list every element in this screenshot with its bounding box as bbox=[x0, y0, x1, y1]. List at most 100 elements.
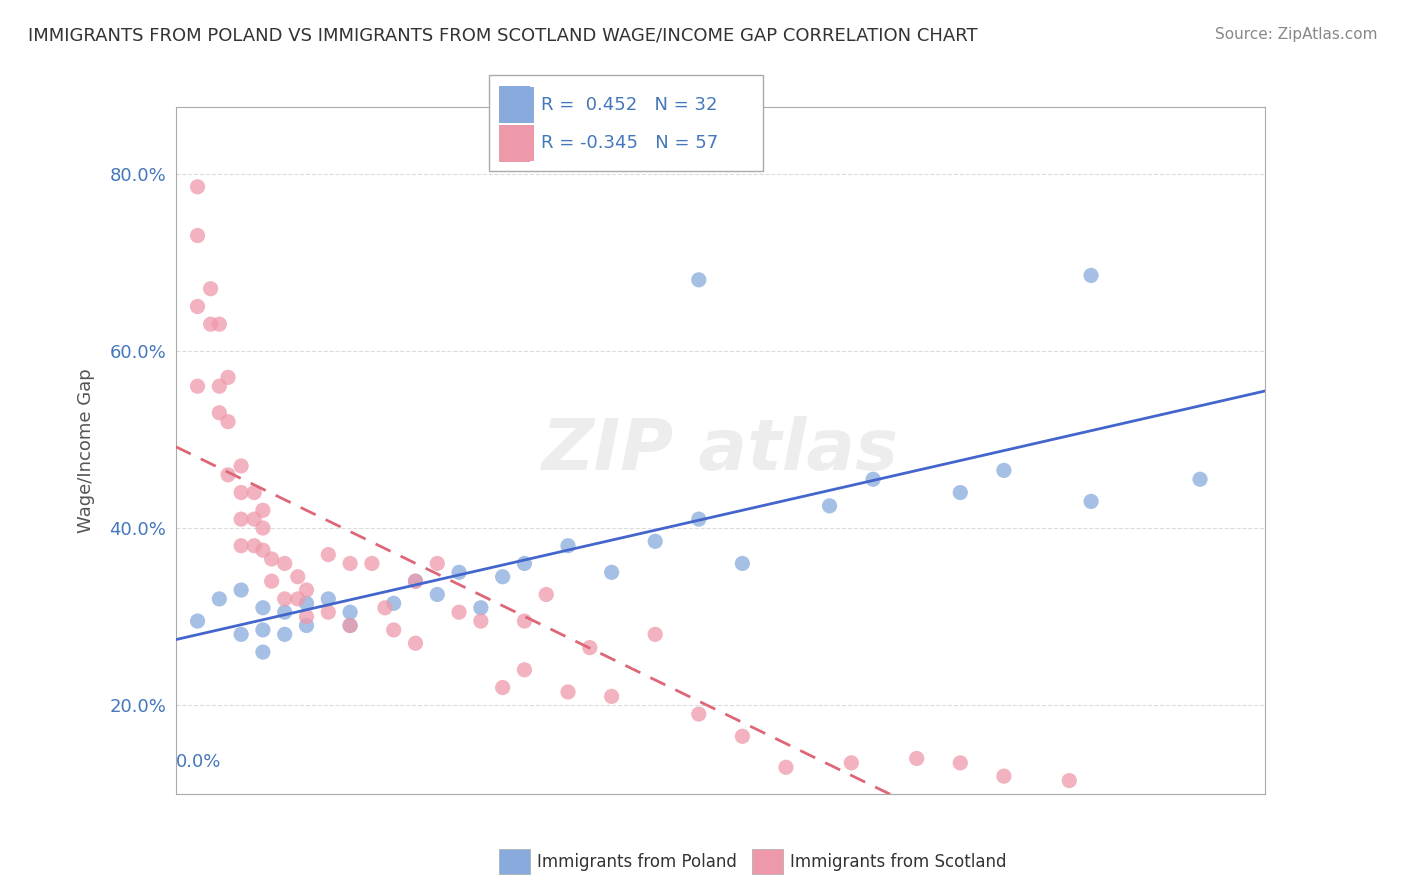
Point bbox=[186, 179, 209, 194]
Point bbox=[470, 600, 492, 615]
Point bbox=[360, 557, 382, 571]
Point bbox=[862, 472, 884, 486]
Point bbox=[186, 300, 209, 314]
Point bbox=[274, 627, 297, 641]
Point bbox=[217, 370, 239, 384]
Point bbox=[274, 591, 297, 606]
Point bbox=[1080, 268, 1102, 283]
Point bbox=[231, 582, 253, 597]
Point bbox=[426, 587, 449, 601]
Point bbox=[274, 557, 297, 571]
Point bbox=[200, 282, 222, 296]
Point bbox=[600, 566, 623, 580]
Point bbox=[243, 539, 266, 553]
Point bbox=[274, 605, 297, 619]
Point bbox=[252, 645, 274, 659]
Point bbox=[600, 690, 623, 704]
Point bbox=[243, 485, 266, 500]
Point bbox=[557, 685, 579, 699]
Point bbox=[295, 618, 318, 632]
Point bbox=[688, 707, 710, 722]
Point bbox=[252, 521, 274, 535]
Point bbox=[200, 317, 222, 331]
Point bbox=[295, 596, 318, 610]
Point bbox=[208, 317, 231, 331]
Point bbox=[905, 751, 928, 765]
Point bbox=[513, 614, 536, 628]
Text: ZIP atlas: ZIP atlas bbox=[541, 416, 900, 485]
Point bbox=[287, 591, 309, 606]
Point bbox=[374, 600, 396, 615]
Point bbox=[492, 681, 515, 695]
Point bbox=[775, 760, 797, 774]
Point bbox=[579, 640, 602, 655]
Point bbox=[644, 534, 666, 549]
Point bbox=[405, 574, 427, 589]
Point bbox=[1057, 773, 1080, 788]
Point bbox=[252, 503, 274, 517]
Point bbox=[993, 463, 1015, 477]
Point bbox=[405, 636, 427, 650]
Point bbox=[557, 539, 579, 553]
Point bbox=[492, 570, 515, 584]
Text: 0.0%: 0.0% bbox=[176, 753, 221, 771]
Text: R = -0.345   N = 57: R = -0.345 N = 57 bbox=[541, 134, 718, 152]
Point bbox=[252, 600, 274, 615]
Point bbox=[243, 512, 266, 526]
Point bbox=[186, 614, 209, 628]
Text: IMMIGRANTS FROM POLAND VS IMMIGRANTS FROM SCOTLAND WAGE/INCOME GAP CORRELATION C: IMMIGRANTS FROM POLAND VS IMMIGRANTS FRO… bbox=[28, 27, 977, 45]
Point bbox=[217, 467, 239, 482]
Point bbox=[405, 574, 427, 589]
Point bbox=[731, 729, 754, 743]
Text: Immigrants from Poland: Immigrants from Poland bbox=[537, 853, 737, 871]
Point bbox=[513, 663, 536, 677]
Point bbox=[688, 273, 710, 287]
Point bbox=[231, 485, 253, 500]
Text: Immigrants from Scotland: Immigrants from Scotland bbox=[790, 853, 1007, 871]
Point bbox=[318, 591, 340, 606]
Point bbox=[208, 591, 231, 606]
Point bbox=[339, 557, 361, 571]
Point bbox=[949, 485, 972, 500]
Point bbox=[208, 379, 231, 393]
Point bbox=[426, 557, 449, 571]
Point bbox=[688, 512, 710, 526]
Point bbox=[339, 618, 361, 632]
Point bbox=[731, 557, 754, 571]
Point bbox=[231, 458, 253, 473]
Point bbox=[534, 587, 557, 601]
Point bbox=[208, 406, 231, 420]
Point bbox=[186, 379, 209, 393]
Point bbox=[260, 552, 283, 566]
Point bbox=[644, 627, 666, 641]
Point bbox=[287, 570, 309, 584]
Point bbox=[295, 582, 318, 597]
Point bbox=[818, 499, 841, 513]
Point bbox=[993, 769, 1015, 783]
Point bbox=[260, 574, 283, 589]
Point bbox=[339, 605, 361, 619]
Point bbox=[1189, 472, 1212, 486]
Point bbox=[252, 543, 274, 558]
Point bbox=[841, 756, 863, 770]
Point bbox=[382, 596, 405, 610]
Point bbox=[231, 627, 253, 641]
Point bbox=[318, 548, 340, 562]
Point bbox=[339, 618, 361, 632]
Text: Source: ZipAtlas.com: Source: ZipAtlas.com bbox=[1215, 27, 1378, 42]
Point bbox=[252, 623, 274, 637]
Point bbox=[231, 512, 253, 526]
Point bbox=[1080, 494, 1102, 508]
Point bbox=[295, 609, 318, 624]
Point bbox=[382, 623, 405, 637]
Point bbox=[186, 228, 209, 243]
Point bbox=[949, 756, 972, 770]
Point bbox=[470, 614, 492, 628]
Point bbox=[447, 566, 470, 580]
Point bbox=[217, 415, 239, 429]
Text: R =  0.452   N = 32: R = 0.452 N = 32 bbox=[541, 96, 718, 114]
Point bbox=[231, 539, 253, 553]
Point bbox=[318, 605, 340, 619]
Y-axis label: Wage/Income Gap: Wage/Income Gap bbox=[77, 368, 96, 533]
Point bbox=[447, 605, 470, 619]
